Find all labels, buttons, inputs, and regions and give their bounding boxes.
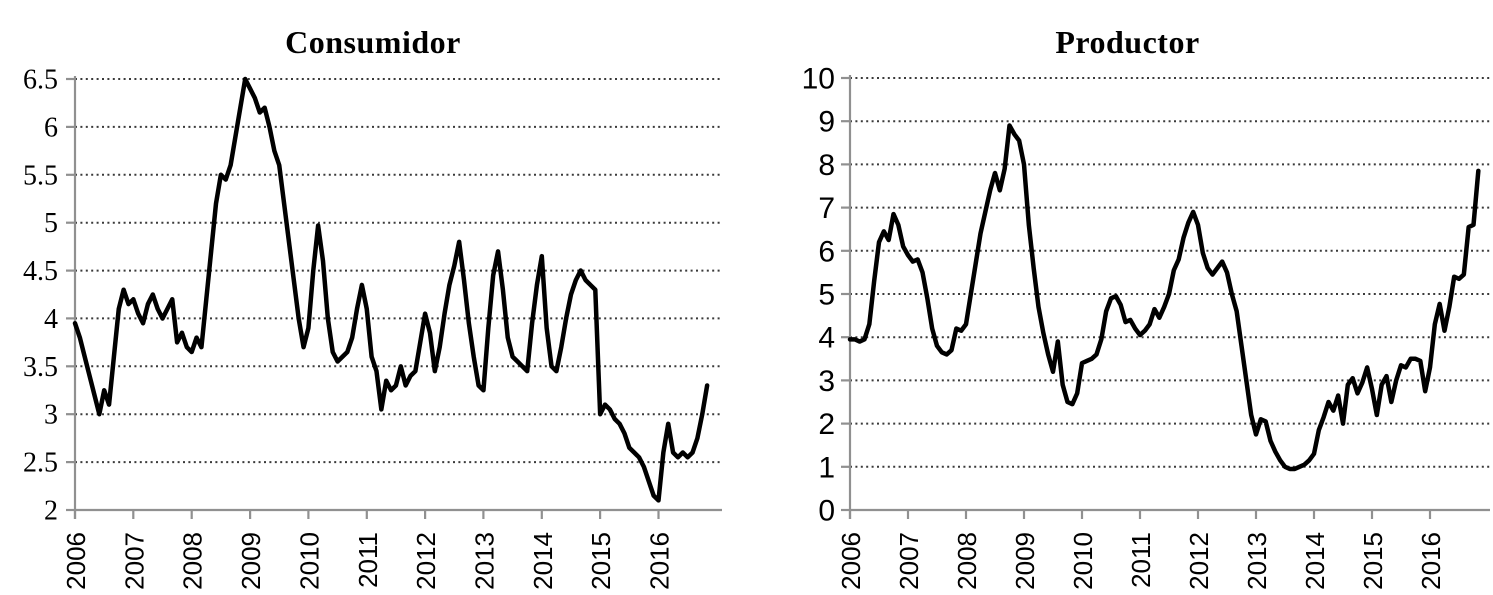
year-label: 2009 bbox=[236, 532, 266, 590]
consumidor-line-chart: 2 2.5 3 3.5 4 4.5 5 5.5 6 6.5 2006 2007 2008 2009 2010… bbox=[23, 65, 722, 590]
year-label: 2015 bbox=[1358, 532, 1388, 590]
year-label: 2011 bbox=[1126, 532, 1156, 588]
productor-chart-title: Productor bbox=[1055, 24, 1200, 60]
year-label: 2008 bbox=[952, 532, 982, 590]
year-label: 2010 bbox=[294, 532, 324, 590]
year-label: 2013 bbox=[469, 532, 499, 590]
productor-chart: 0 1 2 3 4 5 6 7 8 9 10 2006 2007 2008 2009 2010 2011 2012… bbox=[762, 0, 1493, 595]
year-label: 2010 bbox=[1068, 532, 1098, 590]
year-label: 2015 bbox=[586, 532, 616, 590]
year-label: 2008 bbox=[178, 532, 208, 590]
year-label: 2007 bbox=[119, 532, 149, 590]
y-tick-label: 3 bbox=[818, 365, 835, 398]
x-ticks bbox=[73, 510, 660, 519]
y-tick-labels: 2 2.5 3 3.5 4 4.5 5 5.5 6 6.5 bbox=[23, 65, 58, 527]
y-tick-label: 2 bbox=[818, 408, 835, 441]
y-tick-label: 6.5 bbox=[23, 65, 58, 96]
y-tick-label: 5.5 bbox=[23, 160, 58, 191]
gridlines bbox=[850, 77, 1490, 468]
year-label: 2016 bbox=[645, 532, 675, 590]
year-label: 2006 bbox=[836, 532, 866, 590]
year-label: 2014 bbox=[1300, 532, 1330, 590]
year-label: 2016 bbox=[1416, 532, 1446, 590]
year-label: 2011 bbox=[353, 532, 383, 588]
y-tick-label: 4.5 bbox=[23, 256, 58, 287]
year-label: 2012 bbox=[1184, 532, 1214, 590]
y-tick-label: 7 bbox=[818, 192, 835, 225]
axes bbox=[73, 76, 722, 519]
y-ticks bbox=[841, 76, 851, 512]
x-tick-labels: 2006 2007 2008 2009 2010 2011 2012 2013 2014 2015… bbox=[836, 532, 1446, 590]
y-tick-labels: 0 1 2 3 4 5 6 7 8 9 10 bbox=[802, 63, 835, 528]
y-tick-label: 1 bbox=[818, 451, 835, 484]
y-tick-label: 2 bbox=[44, 496, 58, 527]
y-ticks bbox=[66, 77, 76, 512]
y-tick-label: 2.5 bbox=[23, 448, 58, 479]
year-label: 2012 bbox=[411, 532, 441, 590]
series-line bbox=[72, 76, 710, 503]
gridlines bbox=[75, 78, 722, 464]
year-label: 2006 bbox=[61, 532, 91, 590]
y-tick-label: 4 bbox=[818, 322, 835, 355]
y-tick-label: 5 bbox=[44, 208, 58, 239]
consumidor-chart-title: Consumidor bbox=[285, 24, 461, 60]
y-tick-label: 0 bbox=[818, 495, 835, 528]
year-label: 2007 bbox=[894, 532, 924, 590]
x-tick-labels: 2006 2007 2008 2009 2010 2011 2012 2013 2014 2015… bbox=[61, 532, 675, 590]
year-label: 2009 bbox=[1010, 532, 1040, 590]
year-label: 2014 bbox=[528, 532, 558, 590]
y-tick-label: 4 bbox=[44, 304, 58, 335]
y-tick-label: 8 bbox=[818, 149, 835, 182]
y-tick-label: 3.5 bbox=[23, 352, 58, 383]
x-ticks bbox=[848, 510, 1432, 519]
series-line bbox=[847, 123, 1481, 472]
y-tick-label: 6 bbox=[818, 235, 835, 268]
y-tick-label: 9 bbox=[818, 106, 835, 139]
y-tick-label: 6 bbox=[44, 112, 58, 143]
y-tick-label: 10 bbox=[802, 63, 835, 96]
y-tick-label: 3 bbox=[44, 400, 58, 431]
y-tick-label: 5 bbox=[818, 279, 835, 312]
productor-line-chart: 0 1 2 3 4 5 6 7 8 9 10 2006 2007 2008 2009 2010 2011 2012… bbox=[802, 63, 1490, 590]
year-label: 2013 bbox=[1242, 532, 1272, 590]
consumidor-chart: 2 2.5 3 3.5 4 4.5 5 5.5 6 6.5 2006 2007 2008 2009 2010… bbox=[0, 0, 746, 595]
axes bbox=[848, 75, 1490, 519]
